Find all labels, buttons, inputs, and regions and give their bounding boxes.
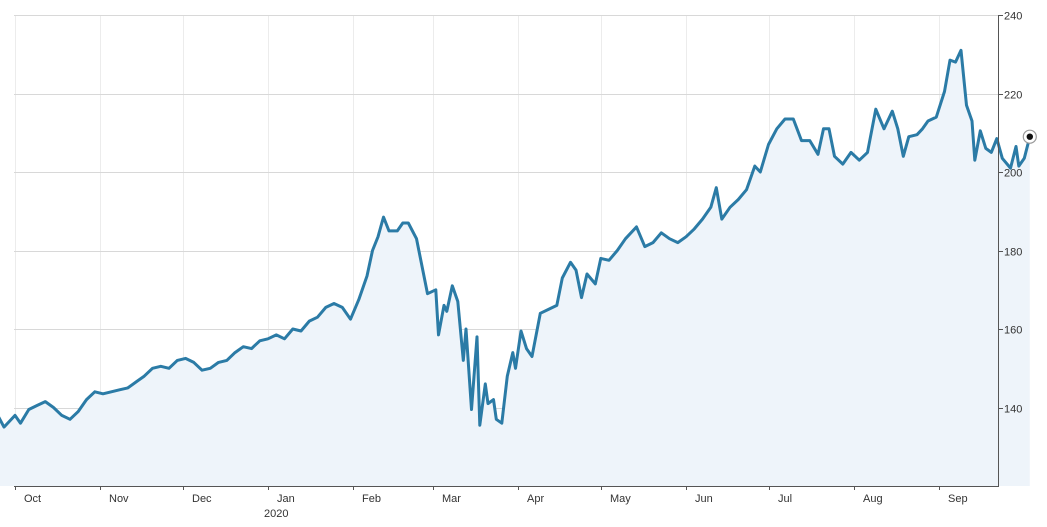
x-tick-label: Nov bbox=[109, 493, 129, 505]
x-tick-label: Apr bbox=[527, 493, 544, 505]
y-tick-label: 160 bbox=[1004, 325, 1022, 337]
y-tick-label: 180 bbox=[1004, 247, 1022, 259]
x-tick-label: Jun bbox=[695, 493, 713, 505]
x-tick-label: Dec bbox=[192, 493, 212, 505]
year-label: 2020 bbox=[264, 508, 288, 520]
x-tick-label: Sep bbox=[948, 493, 968, 505]
y-tick-label: 200 bbox=[1004, 168, 1022, 180]
series-area-fill bbox=[0, 50, 1030, 486]
area-layer bbox=[0, 48, 1037, 486]
y-tick-label: 220 bbox=[1004, 90, 1022, 102]
x-tick-label: Aug bbox=[863, 493, 883, 505]
x-tick-label: Oct bbox=[24, 493, 41, 505]
y-tick-label: 240 bbox=[1004, 11, 1022, 23]
x-tick-label: Feb bbox=[362, 493, 381, 505]
x-tick-label: May bbox=[610, 493, 631, 505]
x-tick-label: Mar bbox=[442, 493, 461, 505]
x-tick-label: Jan bbox=[277, 493, 295, 505]
y-tick-label: 140 bbox=[1004, 404, 1022, 416]
x-tick-label: Jul bbox=[778, 493, 792, 505]
label-layer: 140 160 180 200 220 240 Oct Nov Dec Jan Feb Mar Apr M… bbox=[24, 11, 1022, 521]
last-value-marker-dot bbox=[1026, 133, 1034, 140]
series-line bbox=[0, 48, 1032, 429]
axis-layer bbox=[14, 15, 1003, 490]
